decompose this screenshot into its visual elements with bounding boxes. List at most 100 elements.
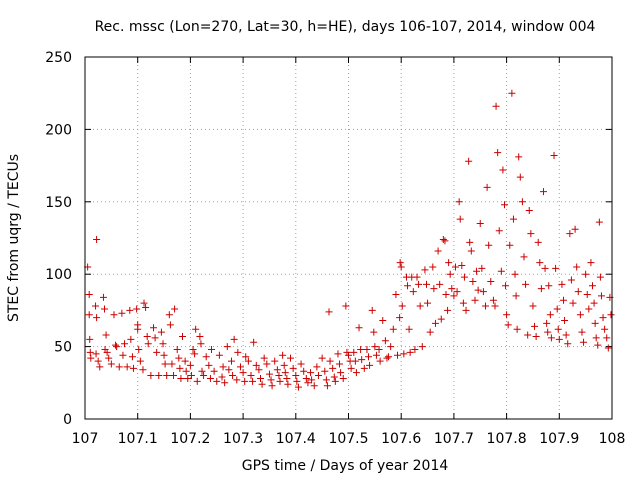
data-point-marker [206, 374, 214, 382]
data-point-marker [451, 263, 459, 271]
data-point-marker [244, 357, 252, 365]
data-point-marker [592, 334, 600, 342]
data-point-marker [105, 354, 113, 362]
x-tick-label: 107.9 [539, 431, 579, 447]
data-point-marker [368, 306, 376, 314]
data-point-marker [123, 363, 131, 371]
data-point-marker [112, 341, 120, 349]
data-point-marker [283, 374, 291, 382]
data-point-marker [567, 276, 575, 284]
data-point-marker [385, 353, 393, 361]
data-point-marker [284, 380, 292, 388]
data-point-marker [153, 348, 161, 356]
data-point-marker [590, 299, 598, 307]
data-point-marker [310, 382, 318, 390]
data-point-marker [347, 364, 355, 372]
data-point-marker [176, 364, 184, 372]
x-tick-label: 107.5 [328, 431, 368, 447]
data-point-marker [515, 153, 523, 161]
data-point-marker [411, 345, 419, 353]
data-point-marker [485, 241, 493, 249]
data-point-marker [513, 325, 521, 333]
data-point-marker [182, 367, 190, 375]
data-point-marker [460, 273, 468, 281]
data-point-marker [547, 334, 555, 342]
data-point-marker [587, 259, 595, 267]
data-point-marker [189, 345, 197, 353]
data-point-marker [516, 173, 524, 181]
data-point-marker [242, 353, 250, 361]
data-point-marker [571, 225, 579, 233]
data-point-marker [583, 290, 591, 298]
data-point-marker [345, 351, 352, 359]
data-point-marker [192, 325, 200, 333]
plot-frame [84, 56, 613, 420]
data-point-marker [87, 354, 95, 362]
data-point-marker [518, 198, 526, 206]
data-point-marker [487, 277, 495, 285]
data-point-marker [476, 220, 484, 228]
data-point-marker [160, 351, 168, 359]
data-point-marker [229, 372, 237, 380]
data-point-marker [225, 366, 233, 374]
x-tick-label: 107.1 [118, 431, 158, 447]
data-point-marker [127, 335, 135, 343]
data-point-marker [133, 305, 141, 313]
data-point-marker [462, 306, 470, 314]
data-point-marker [171, 305, 179, 313]
data-point-marker [400, 350, 408, 358]
data-point-marker [250, 338, 258, 346]
data-point-marker [350, 348, 358, 356]
data-point-marker [418, 343, 426, 351]
data-point-marker [503, 311, 511, 319]
data-point-marker [409, 288, 417, 296]
data-point-marker [268, 382, 276, 390]
data-point-marker [595, 218, 603, 226]
data-point-marker [439, 235, 447, 243]
data-point-marker [396, 314, 404, 322]
data-point-marker [545, 282, 553, 290]
data-point-marker [450, 292, 458, 300]
data-point-marker [326, 357, 334, 365]
data-point-marker [372, 351, 380, 359]
data-point-marker [215, 351, 223, 359]
data-point-marker [355, 324, 363, 332]
data-point-marker [365, 353, 373, 361]
data-point-marker [524, 331, 532, 339]
data-point-marker [267, 376, 275, 384]
data-point-marker [471, 296, 479, 304]
data-point-marker [191, 350, 199, 358]
data-point-marker [207, 345, 215, 353]
data-point-marker [279, 351, 287, 359]
y-tick-label: 250 [45, 50, 72, 66]
data-point-marker [165, 311, 173, 319]
data-point-marker [597, 292, 605, 300]
data-point-marker [134, 325, 142, 333]
data-point-marker [536, 259, 544, 267]
data-point-marker [497, 267, 505, 275]
x-tick-label: 107.7 [434, 431, 474, 447]
data-point-marker [537, 285, 545, 293]
data-point-marker [155, 372, 163, 380]
data-point-marker [580, 338, 588, 346]
data-point-marker [375, 345, 383, 353]
data-point-marker [603, 334, 611, 342]
data-point-marker [334, 350, 342, 358]
data-point-marker [147, 372, 155, 380]
data-point-marker [128, 353, 136, 361]
data-point-marker [177, 374, 185, 382]
x-axis-label: GPS time / Days of year 2014 [242, 458, 449, 474]
data-point-marker [159, 340, 167, 348]
data-point-marker [221, 379, 229, 387]
data-point-marker [553, 305, 561, 313]
data-point-marker [589, 282, 597, 290]
data-point-marker [247, 372, 255, 380]
data-point-marker [178, 332, 186, 340]
data-point-marker [102, 331, 110, 339]
data-point-marker [459, 299, 467, 307]
data-point-marker [228, 357, 236, 365]
data-point-marker [491, 302, 499, 310]
data-point-marker [113, 343, 121, 351]
data-point-marker [94, 357, 102, 365]
data-point-marker [126, 306, 134, 314]
